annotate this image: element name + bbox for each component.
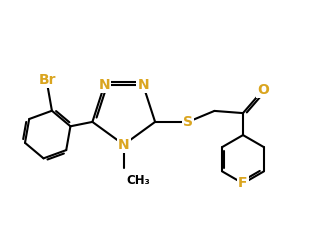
Text: O: O: [257, 83, 269, 97]
Text: N: N: [99, 78, 110, 92]
Text: F: F: [238, 176, 248, 190]
Text: N: N: [137, 78, 149, 92]
Text: S: S: [183, 115, 193, 129]
Text: N: N: [118, 138, 129, 152]
Text: CH₃: CH₃: [127, 174, 151, 187]
Text: Br: Br: [39, 73, 56, 87]
